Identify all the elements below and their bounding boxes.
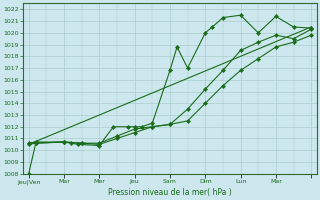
X-axis label: Pression niveau de la mer( hPa ): Pression niveau de la mer( hPa ) bbox=[108, 188, 232, 197]
